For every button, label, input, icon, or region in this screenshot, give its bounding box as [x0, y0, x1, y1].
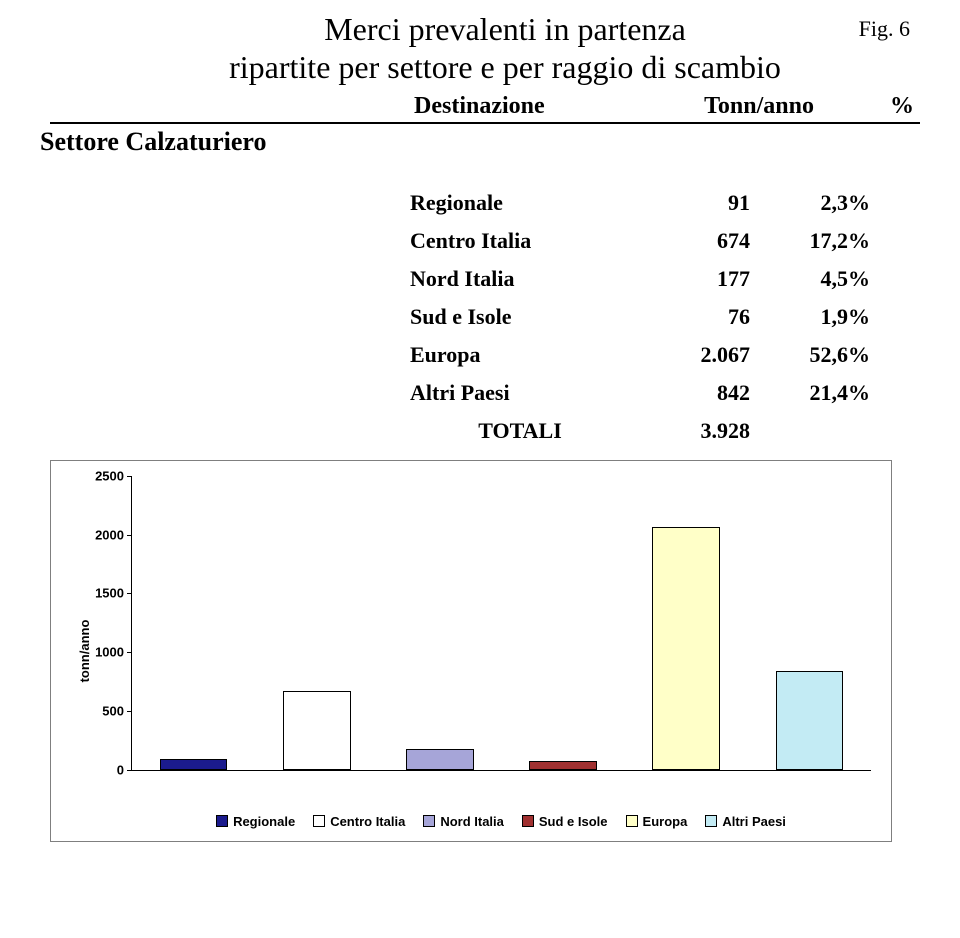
bar: [406, 749, 474, 770]
row-label: Altri Paesi: [410, 380, 630, 406]
total-label: TOTALI: [410, 418, 630, 444]
row-pct: 17,2%: [750, 228, 870, 254]
legend-item: Altri Paesi: [705, 814, 786, 829]
ytick-mark: [127, 711, 132, 712]
legend-swatch: [705, 815, 717, 827]
ytick-mark: [127, 770, 132, 771]
row-pct: 4,5%: [750, 266, 870, 292]
row-value: 842: [630, 380, 750, 406]
sector-name: Settore Calzaturiero: [40, 127, 266, 157]
row-pct: 21,4%: [750, 380, 870, 406]
y-axis-title: tonn/anno: [77, 619, 92, 682]
title-line-2: ripartite per settore e per raggio di sc…: [150, 48, 860, 86]
table-row: Sud e Isole761,9%: [410, 298, 920, 336]
row-label: Regionale: [410, 190, 630, 216]
row-pct: 1,9%: [750, 304, 870, 330]
row-value: 177: [630, 266, 750, 292]
header-row: Destinazione Tonn/anno % Settore Calzatu…: [50, 93, 920, 124]
bar: [529, 761, 597, 770]
row-label: Nord Italia: [410, 266, 630, 292]
legend-label: Regionale: [233, 814, 295, 829]
figure-label: Fig. 6: [859, 16, 910, 42]
legend-swatch: [522, 815, 534, 827]
title-block: Merci prevalenti in partenza ripartite p…: [150, 10, 860, 87]
table-row: Centro Italia67417,2%: [410, 222, 920, 260]
header-ton: Tonn/anno: [654, 93, 814, 120]
legend-item: Europa: [626, 814, 688, 829]
ytick-mark: [127, 652, 132, 653]
legend-label: Centro Italia: [330, 814, 405, 829]
legend-item: Sud e Isole: [522, 814, 608, 829]
header-destination: Destinazione: [414, 93, 654, 120]
row-value: 2.067: [630, 342, 750, 368]
legend-item: Regionale: [216, 814, 295, 829]
legend-swatch: [313, 815, 325, 827]
row-label: Sud e Isole: [410, 304, 630, 330]
legend-swatch: [423, 815, 435, 827]
row-pct: 52,6%: [750, 342, 870, 368]
total-value: 3.928: [630, 418, 750, 444]
legend-label: Nord Italia: [440, 814, 504, 829]
legend-label: Altri Paesi: [722, 814, 786, 829]
ytick-mark: [127, 593, 132, 594]
legend-label: Europa: [643, 814, 688, 829]
table-row: Altri Paesi84221,4%: [410, 374, 920, 412]
legend-item: Nord Italia: [423, 814, 504, 829]
bar: [652, 527, 720, 770]
row-pct: 2,3%: [750, 190, 870, 216]
row-value: 91: [630, 190, 750, 216]
legend-swatch: [626, 815, 638, 827]
legend-swatch: [216, 815, 228, 827]
table-row: Europa2.06752,6%: [410, 336, 920, 374]
header-pct: %: [814, 93, 914, 120]
total-pct: [750, 418, 870, 444]
row-value: 76: [630, 304, 750, 330]
chart-box: tonn/anno 05001000150020002500 Regionale…: [50, 460, 892, 842]
row-label: Europa: [410, 342, 630, 368]
table-row: Nord Italia1774,5%: [410, 260, 920, 298]
title-line-1: Merci prevalenti in partenza: [150, 10, 860, 48]
data-table: Regionale912,3%Centro Italia67417,2%Nord…: [410, 184, 920, 450]
legend-item: Centro Italia: [313, 814, 405, 829]
table-header: Destinazione Tonn/anno %: [50, 93, 920, 124]
bar: [160, 759, 228, 770]
bar: [776, 671, 844, 770]
ytick-mark: [127, 535, 132, 536]
page: Merci prevalenti in partenza ripartite p…: [0, 0, 960, 938]
row-label: Centro Italia: [410, 228, 630, 254]
bar: [283, 691, 351, 770]
total-row: TOTALI3.928: [410, 412, 920, 450]
legend: Regionale Centro Italia Nord Italia Sud e I…: [131, 814, 871, 829]
plot-area: 05001000150020002500: [131, 476, 871, 771]
legend-label: Sud e Isole: [539, 814, 608, 829]
row-value: 674: [630, 228, 750, 254]
ytick-mark: [127, 476, 132, 477]
table-row: Regionale912,3%: [410, 184, 920, 222]
